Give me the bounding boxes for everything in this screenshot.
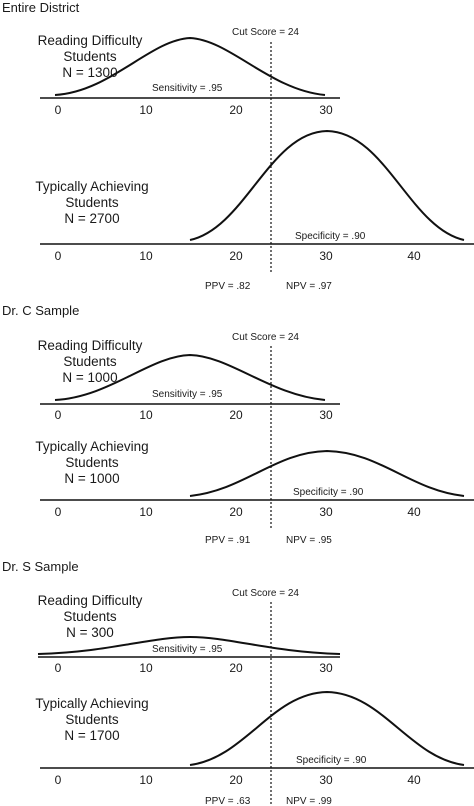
group-label-line-2: Students <box>63 49 117 64</box>
tick-label: 0 <box>55 408 62 422</box>
panel-heading: Entire District <box>2 0 80 15</box>
group-typically-achieving: Typically Achieving Students N = 2700 Sp… <box>35 129 474 263</box>
distribution-curve <box>37 635 341 655</box>
panel-heading: Dr. S Sample <box>2 559 79 574</box>
cut-score-label: Cut Score = 24 <box>232 332 299 343</box>
tick-label: 20 <box>229 661 243 675</box>
npv-label: NPV = .97 <box>286 281 332 292</box>
group-label-line-1: Typically Achieving <box>35 179 148 194</box>
tick-label: 0 <box>55 773 62 787</box>
tick-label: 20 <box>229 408 243 422</box>
panel-dr-s-sample: Dr. S Sample Cut Score = 24 Reading Diff… <box>2 559 474 806</box>
group-reading-difficulty: Reading Difficulty Students N = 1000 Sen… <box>38 338 340 422</box>
group-label-line-2: Students <box>65 195 119 210</box>
tick-label: 20 <box>229 505 243 519</box>
specificity-label: Specificity = .90 <box>295 231 366 242</box>
tick-label: 30 <box>319 408 333 422</box>
sensitivity-label: Sensitivity = .95 <box>152 83 223 94</box>
sensitivity-label: Sensitivity = .95 <box>152 644 223 655</box>
group-label-line-1: Reading Difficulty <box>38 338 143 353</box>
group-label-line-2: Students <box>65 712 119 727</box>
group-label-line-1: Reading Difficulty <box>38 593 143 608</box>
panel-entire-district: Entire District Cut Score = 24 Reading D… <box>2 0 474 292</box>
tick-label: 30 <box>319 249 333 263</box>
specificity-label: Specificity = .90 <box>293 487 364 498</box>
group-reading-difficulty: Reading Difficulty Students N = 1300 Sen… <box>38 33 340 117</box>
tick-label: 10 <box>139 505 153 519</box>
tick-label: 30 <box>319 773 333 787</box>
group-count: N = 2700 <box>64 211 119 226</box>
tick-label: 0 <box>55 249 62 263</box>
specificity-label: Specificity = .90 <box>296 755 367 766</box>
npv-label: NPV = .95 <box>286 535 332 546</box>
tick-label: 30 <box>319 505 333 519</box>
group-count: N = 1000 <box>62 370 117 385</box>
group-typically-achieving: Typically Achieving Students N = 1000 Sp… <box>35 439 474 519</box>
panel-dr-c-sample: Dr. C Sample Cut Score = 24 Reading Diff… <box>2 303 474 546</box>
group-label-line-2: Students <box>65 455 119 470</box>
distribution-curve <box>54 353 326 401</box>
group-count: N = 300 <box>66 625 114 640</box>
sensitivity-label: Sensitivity = .95 <box>152 389 223 400</box>
tick-label: 0 <box>55 103 62 117</box>
tick-label: 20 <box>229 103 243 117</box>
cut-score-label: Cut Score = 24 <box>232 588 299 599</box>
group-label-line-1: Typically Achieving <box>35 696 148 711</box>
tick-label: 10 <box>139 773 153 787</box>
tick-label: 10 <box>139 249 153 263</box>
tick-label: 40 <box>407 773 421 787</box>
group-count: N = 1300 <box>62 65 117 80</box>
group-label-line-1: Reading Difficulty <box>38 33 143 48</box>
tick-label: 10 <box>139 103 153 117</box>
distribution-curve <box>189 449 465 497</box>
panel-heading: Dr. C Sample <box>2 303 79 318</box>
tick-label: 0 <box>55 505 62 519</box>
tick-label: 40 <box>407 505 421 519</box>
group-label-line-2: Students <box>63 609 117 624</box>
tick-label: 20 <box>229 249 243 263</box>
tick-label: 0 <box>55 661 62 675</box>
tick-label: 20 <box>229 773 243 787</box>
tick-label: 10 <box>139 661 153 675</box>
tick-label: 30 <box>319 661 333 675</box>
group-count: N = 1700 <box>64 728 119 743</box>
distribution-curve <box>189 129 465 241</box>
tick-label: 30 <box>319 103 333 117</box>
cut-score-label: Cut Score = 24 <box>232 27 299 38</box>
group-count: N = 1000 <box>64 471 119 486</box>
group-reading-difficulty: Reading Difficulty Students N = 300 Sens… <box>37 593 341 675</box>
distribution-curve <box>54 36 326 96</box>
ppv-label: PPV = .91 <box>205 535 251 546</box>
group-label-line-1: Typically Achieving <box>35 439 148 454</box>
npv-label: NPV = .99 <box>286 796 332 806</box>
group-label-line-2: Students <box>63 354 117 369</box>
tick-label: 10 <box>139 408 153 422</box>
distribution-curve <box>189 690 465 766</box>
ppv-label: PPV = .63 <box>205 796 251 806</box>
group-typically-achieving: Typically Achieving Students N = 1700 Sp… <box>35 690 474 787</box>
ppv-label: PPV = .82 <box>205 281 251 292</box>
tick-label: 40 <box>407 249 421 263</box>
